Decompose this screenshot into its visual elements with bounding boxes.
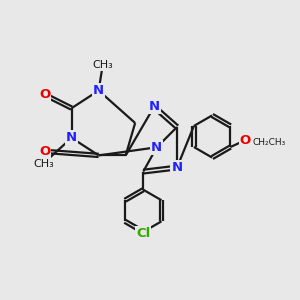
Text: N: N bbox=[151, 141, 162, 154]
Text: CH₃: CH₃ bbox=[33, 158, 54, 169]
Text: Cl: Cl bbox=[136, 227, 150, 240]
Text: N: N bbox=[172, 161, 183, 174]
Text: CH₂CH₃: CH₂CH₃ bbox=[253, 139, 286, 148]
Text: N: N bbox=[148, 100, 160, 113]
Text: O: O bbox=[39, 88, 50, 101]
Text: O: O bbox=[240, 134, 251, 147]
Text: N: N bbox=[93, 84, 104, 97]
Text: O: O bbox=[39, 145, 50, 158]
Text: CH₃: CH₃ bbox=[92, 60, 113, 70]
Text: N: N bbox=[66, 131, 77, 144]
